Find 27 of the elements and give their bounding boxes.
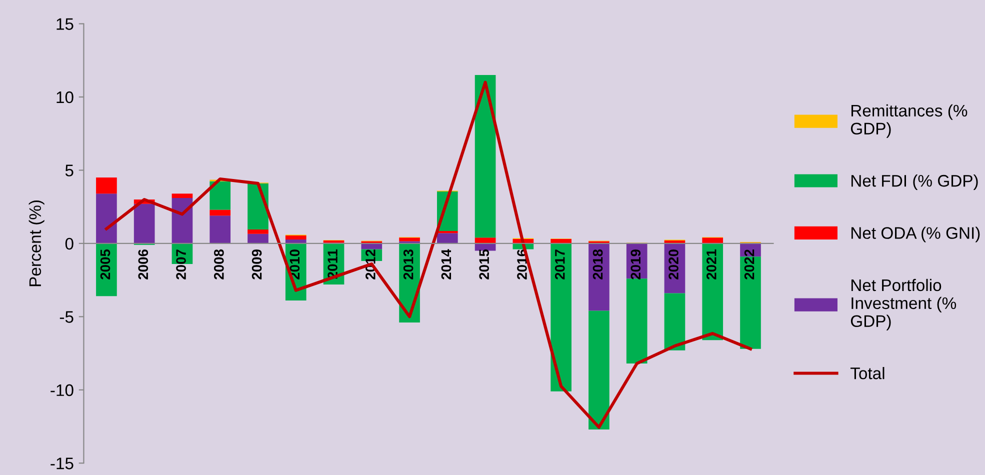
x-tick-label: 2015: [479, 249, 490, 280]
y-tick-label: 5: [65, 164, 74, 176]
x-tick-label: 2008: [214, 249, 224, 280]
y-tick-label: 10: [56, 91, 74, 104]
legend-label: Remittances (% GDP): [850, 104, 968, 138]
y-tick-label: 15: [56, 18, 74, 30]
x-tick-label: 2022: [744, 250, 754, 280]
x-tick-label: 2009: [252, 250, 262, 280]
legend-label: Total: [850, 367, 884, 380]
legend-label: Net ODA (% GNI): [851, 226, 980, 242]
x-tick-label: 2019: [630, 250, 641, 280]
y-tick-label: -15: [50, 458, 74, 470]
x-tick-label: 2007: [176, 250, 186, 280]
legend-label: Net Portfolio Investment (% GDP): [850, 278, 956, 330]
y-axis-title: Percent (%): [28, 200, 44, 286]
x-tick-label: 2013: [403, 249, 414, 280]
x-tick-label: 2014: [441, 249, 452, 280]
x-tick-label: 2006: [138, 249, 148, 280]
legend-label: Net FDI (% GDP): [851, 174, 978, 190]
x-tick-label: 2020: [668, 250, 678, 280]
y-tick-label: -5: [60, 311, 74, 323]
x-tick-label: 2017: [554, 250, 565, 280]
x-tick-label: 2018: [592, 249, 603, 280]
y-tick-label: -10: [50, 384, 74, 396]
y-tick-label: 0: [65, 238, 74, 250]
x-tick-label: 2021: [706, 249, 716, 280]
x-tick-label: 2005: [100, 249, 110, 280]
